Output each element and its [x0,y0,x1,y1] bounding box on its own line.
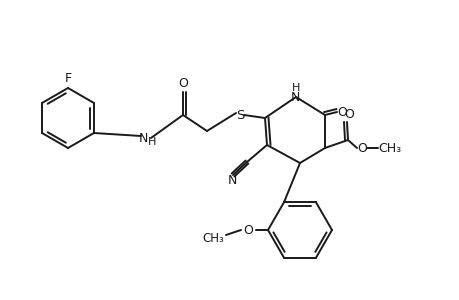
Text: CH₃: CH₃ [378,142,401,154]
Text: N: N [227,175,236,188]
Text: H: H [147,137,156,147]
Text: O: O [356,142,366,154]
Text: F: F [64,71,72,85]
Text: H: H [291,83,300,93]
Text: S: S [235,109,244,122]
Text: N: N [138,131,148,145]
Text: O: O [336,106,346,118]
Text: O: O [343,107,353,121]
Text: N: N [290,91,299,103]
Text: CH₃: CH₃ [202,232,224,244]
Text: O: O [242,224,252,236]
Text: O: O [178,76,188,89]
